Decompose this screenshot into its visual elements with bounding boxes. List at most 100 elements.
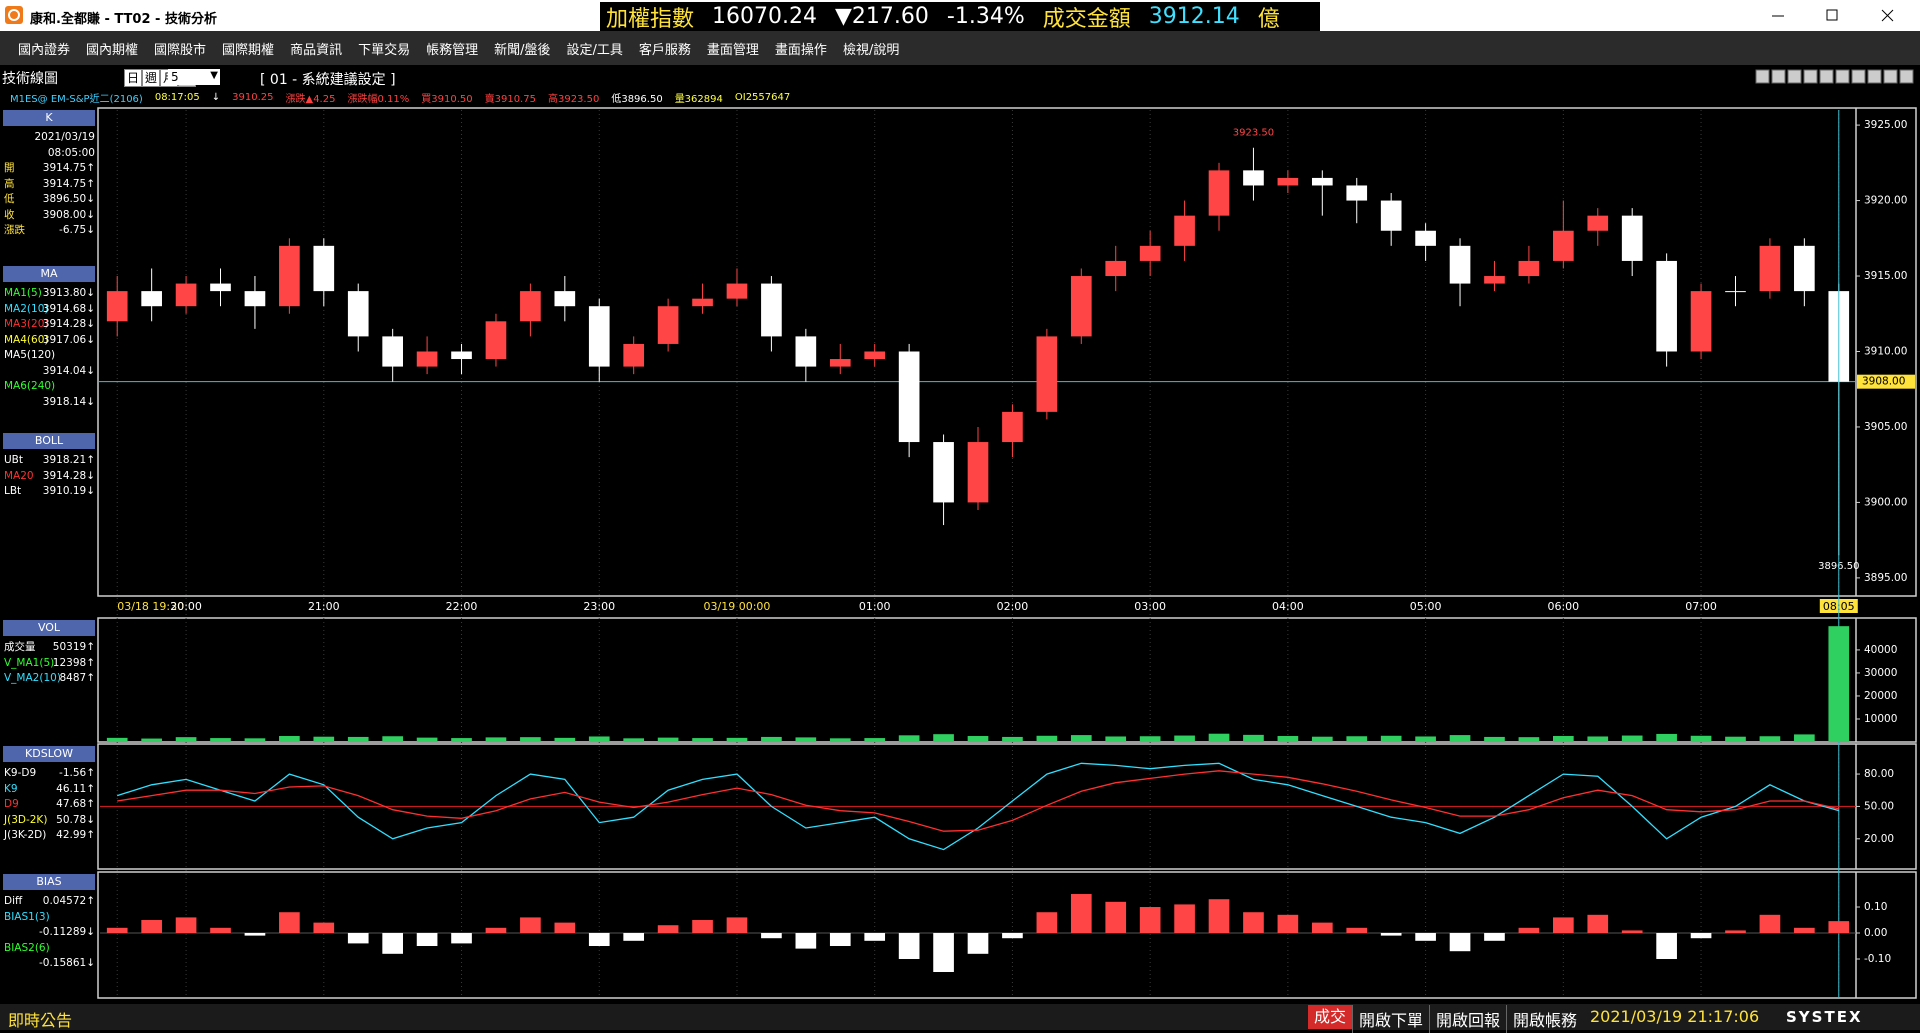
menu-item[interactable]: 客戶服務: [638, 42, 691, 58]
bar: [313, 736, 335, 742]
bar: [175, 737, 197, 742]
candle-body: [657, 306, 679, 344]
bar: [1587, 914, 1609, 934]
candle-body: [726, 283, 748, 299]
bar: [1587, 736, 1609, 742]
ticker-item: 加權指數: [606, 6, 695, 32]
last-price-box: [1857, 374, 1915, 389]
bar: [1415, 736, 1436, 742]
x-tick-label: 04:00: [1272, 600, 1304, 613]
menu-item[interactable]: 商品資訊: [290, 42, 343, 58]
y-tick-label: 40000: [1864, 644, 1897, 656]
bar: [657, 925, 679, 934]
bar: [1449, 933, 1471, 952]
menu-item[interactable]: 國際股市: [154, 42, 207, 58]
chart-tool-icons[interactable]: [1754, 69, 1920, 85]
ticker-item: -1.34%: [946, 4, 1025, 29]
trade-button[interactable]: 成交: [1308, 1005, 1353, 1029]
y-tick-label: 10000: [1864, 713, 1897, 725]
interval-select[interactable]: 5 ▼: [168, 69, 220, 85]
candle-body: [279, 245, 300, 307]
menu-item[interactable]: 國內證券: [18, 42, 71, 58]
panel-frame: [97, 617, 1917, 743]
y-tick-label: 0.00: [1864, 927, 1887, 939]
bar: [898, 933, 920, 960]
menu-item[interactable]: 設定/工具: [566, 42, 623, 58]
bar: [1174, 904, 1195, 934]
bar: [1311, 736, 1333, 742]
quote-field: 低3896.50: [611, 94, 663, 105]
period-button[interactable]: 週: [142, 69, 160, 87]
quote-field: 漲跌幅0.11%: [347, 94, 410, 105]
candle-body: [1174, 215, 1195, 246]
bar: [382, 933, 403, 954]
menu-item[interactable]: 檢視/說明: [842, 42, 900, 58]
candle-body: [1794, 245, 1815, 292]
bar: [1105, 736, 1127, 742]
setting-label[interactable]: [ 01 - 系統建議設定 ]: [260, 72, 396, 88]
x-tick-label: 03/19 00:00: [704, 600, 771, 613]
bar: [106, 737, 128, 742]
bar: [451, 738, 472, 742]
quote-field: 08:17:05: [154, 92, 200, 103]
bar: [554, 922, 576, 934]
bar: [933, 933, 954, 973]
candle-body: [795, 336, 817, 367]
status-bar: 即時公告 成交 開啟下單 開啟回報 開啟帳務 2021/03/19 21:17:06…: [0, 1004, 1920, 1033]
y-tick-label: 3920.00: [1864, 195, 1907, 207]
menu-item[interactable]: 國際期權: [222, 42, 275, 58]
quote-field: 高3923.50: [547, 94, 600, 105]
bar: [1311, 922, 1333, 934]
candle-body: [898, 351, 920, 443]
bar: [1415, 933, 1436, 941]
menu-item[interactable]: 下單交易: [358, 42, 411, 58]
bar: [588, 933, 610, 947]
candle-body: [1277, 177, 1299, 186]
bar: [829, 738, 851, 742]
toolbar: 技術線圖 日週月分 5▼ [ 01 - 系統建議設定 ]: [0, 66, 1920, 88]
bar: [623, 933, 645, 941]
y-tick-label: 3915.00: [1864, 270, 1907, 282]
bar: [1243, 912, 1264, 934]
menu-item[interactable]: 帳務管理: [426, 42, 479, 58]
menu-item[interactable]: 國內期權: [86, 42, 139, 58]
bar: [1621, 930, 1643, 934]
x-tick-label: 03:00: [1134, 600, 1166, 613]
candle-body: [1621, 215, 1643, 261]
status-button[interactable]: 開啟下單: [1352, 1005, 1429, 1033]
ticker-item: 3912.14: [1148, 4, 1240, 29]
status-button[interactable]: 開啟回報: [1429, 1005, 1506, 1033]
window-controls[interactable]: [1760, 0, 1920, 31]
candle-body: [382, 336, 403, 367]
bar: [1621, 735, 1643, 742]
bar: [1070, 894, 1092, 934]
menu-item[interactable]: 新聞/盤後: [494, 42, 551, 58]
status-button[interactable]: 開啟帳務: [1506, 1005, 1583, 1033]
candle-body: [1311, 177, 1333, 186]
index-ticker: 加權指數 16070.24 ▼217.60 -1.34% 成交金額 3912.14 億: [600, 2, 1320, 31]
x-tick-label: 07:00: [1685, 600, 1717, 613]
bar: [1208, 899, 1230, 934]
bar: [347, 736, 369, 742]
candle-body: [244, 291, 266, 307]
menu-item[interactable]: 畫面管理: [706, 42, 759, 58]
bar: [244, 933, 266, 936]
period-button[interactable]: 日: [124, 69, 142, 87]
y-tick-label: 20.00: [1864, 833, 1894, 845]
bar: [692, 920, 713, 934]
bar: [1518, 927, 1540, 934]
bar: [726, 917, 748, 934]
interval-value: 5: [171, 70, 179, 84]
bar: [485, 737, 507, 742]
candle-body: [1587, 215, 1609, 231]
candle-body: [347, 291, 369, 337]
x-tick-label: 20:00: [170, 600, 202, 613]
high-label: 3923.50: [1233, 128, 1274, 139]
menu-item[interactable]: 畫面操作: [774, 42, 827, 58]
bar: [1002, 736, 1023, 742]
bar: [416, 933, 438, 947]
bar: [588, 736, 610, 742]
quote-field: 買3910.50: [421, 94, 473, 105]
notice[interactable]: 即時公告: [8, 1011, 73, 1030]
